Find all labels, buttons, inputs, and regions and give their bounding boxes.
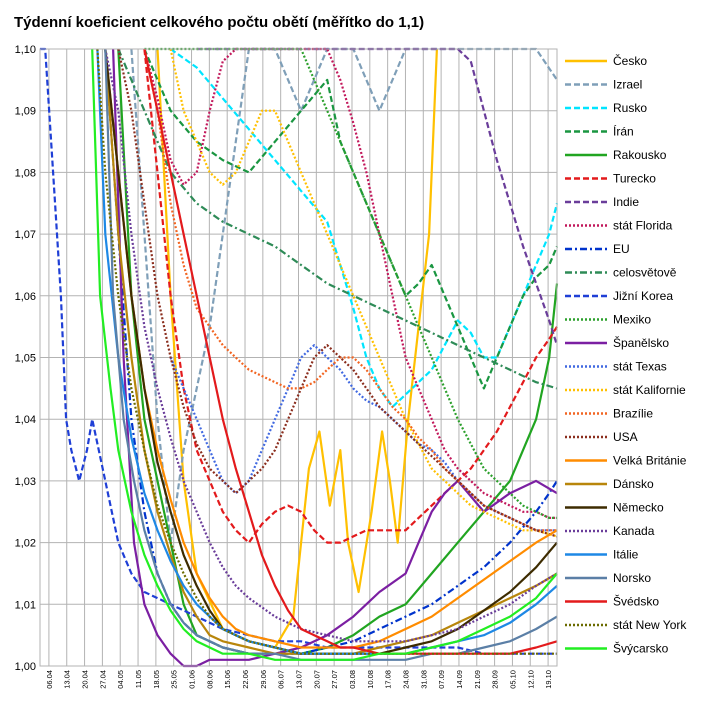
legend-label: stát New York — [613, 618, 687, 632]
legend-label: Turecko — [613, 172, 656, 186]
legend-label: Kanada — [613, 524, 655, 538]
x-tick-label: 10.08 — [366, 670, 375, 689]
y-tick-label: 1,10 — [15, 44, 36, 56]
legend-label: Německo — [613, 501, 664, 515]
legend-label: EU — [613, 242, 630, 256]
legend-label: Írán — [613, 124, 634, 139]
legend-label: Rakousko — [613, 148, 667, 162]
x-axis-ticks: 06.04 13.04 20.04 27.04 04.05 11.05 18.05 25.05… — [45, 670, 553, 689]
y-tick-label: 1,08 — [15, 167, 36, 179]
series-line-9 — [117, 48, 558, 390]
y-axis-ticks: 1,00 1,01 1,02 1,03 1,04 1,05 1,06 1,07 1,08 1,09… — [15, 44, 36, 673]
legend-label: celosvětově — [613, 266, 677, 280]
series-line-25 — [91, 48, 558, 661]
x-tick-label: 20.07 — [312, 670, 321, 689]
x-tick-label: 03.08 — [348, 670, 357, 689]
legend-label: stát Florida — [613, 219, 673, 233]
series-line-3 — [143, 48, 559, 390]
series-line-23 — [143, 48, 558, 655]
series-line-13 — [169, 344, 557, 532]
x-tick-label: 15.06 — [223, 670, 232, 689]
legend-label: Izrael — [613, 78, 642, 92]
x-tick-label: 05.10 — [508, 670, 517, 689]
x-tick-label: 06.04 — [45, 670, 54, 689]
series-line-15 — [143, 48, 557, 532]
x-tick-label: 04.05 — [116, 670, 125, 689]
x-tick-label: 17.08 — [384, 670, 393, 689]
y-tick-label: 1,07 — [15, 229, 36, 241]
legend-label: Itálie — [613, 548, 639, 562]
x-tick-label: 06.07 — [277, 670, 286, 689]
x-tick-label: 24.08 — [401, 670, 410, 689]
series-line-14 — [169, 48, 558, 538]
x-tick-label: 25.05 — [170, 670, 179, 689]
legend-label: Švédsko — [613, 594, 659, 609]
series-line-22 — [104, 48, 558, 661]
series-line-6 — [196, 47, 559, 346]
legend-label: Brazílie — [613, 407, 653, 421]
x-tick-label: 14.09 — [455, 670, 464, 689]
legend-label: Jižní Korea — [613, 289, 673, 303]
x-tick-label: 19.10 — [544, 670, 553, 689]
y-tick-label: 1,09 — [15, 106, 36, 118]
x-tick-label: 13.04 — [63, 670, 72, 689]
legend-label: Česko — [613, 53, 647, 68]
legend-label: Indie — [613, 195, 639, 209]
legend-label: stát Kalifornie — [613, 383, 686, 397]
y-tick-label: 1,06 — [15, 291, 36, 303]
legend-label: USA — [613, 430, 638, 444]
chart-title: Týdenní koeficient celkového počtu obětí… — [14, 14, 425, 31]
x-tick-label: 13.07 — [295, 670, 304, 689]
y-tick-label: 1,05 — [15, 353, 36, 365]
legend: Česko Izrael Rusko Írán Rakousko Turecko Indie… — [565, 53, 687, 656]
x-tick-label: 18.05 — [152, 670, 161, 689]
series-line-5 — [143, 48, 558, 544]
legend-label: Norsko — [613, 571, 651, 585]
series-line-16 — [117, 48, 558, 538]
series-line-20 — [104, 48, 558, 643]
x-tick-label: 07.09 — [437, 670, 446, 689]
y-tick-label: 1,01 — [15, 599, 36, 611]
series-line-0 — [156, 48, 438, 649]
y-tick-label: 1,00 — [15, 661, 36, 673]
legend-label: Švýcarsko — [613, 641, 669, 656]
x-tick-label: 28.09 — [491, 670, 500, 689]
legend-label: stát Texas — [613, 360, 667, 374]
series-line-17 — [104, 48, 558, 649]
legend-label: Mexiko — [613, 313, 651, 327]
x-tick-label: 27.04 — [98, 670, 107, 689]
series-line-11 — [144, 47, 557, 520]
plot-border — [39, 48, 558, 667]
x-tick-label: 20.04 — [81, 670, 90, 689]
y-tick-label: 1,03 — [15, 476, 36, 488]
x-tick-label: 11.05 — [134, 670, 143, 688]
series-line-7 — [143, 47, 557, 520]
legend-label: Velká Británie — [613, 454, 687, 468]
x-tick-label: 31.08 — [419, 670, 428, 689]
series-line-24 — [96, 48, 557, 655]
y-tick-label: 1,02 — [15, 538, 36, 550]
x-tick-label: 21.09 — [473, 670, 482, 689]
x-tick-label: 08.06 — [205, 670, 214, 689]
y-tick-label: 1,04 — [15, 414, 36, 426]
legend-label: Rusko — [613, 101, 647, 115]
x-tick-label: 01.06 — [188, 670, 197, 689]
legend-label: Dánsko — [613, 477, 654, 491]
legend-label: Španělsko — [613, 335, 669, 350]
x-tick-label: 22.06 — [241, 670, 250, 689]
x-tick-label: 27.07 — [330, 670, 339, 689]
x-tick-label: 12.10 — [526, 670, 535, 689]
x-tick-label: 29.06 — [259, 670, 268, 689]
